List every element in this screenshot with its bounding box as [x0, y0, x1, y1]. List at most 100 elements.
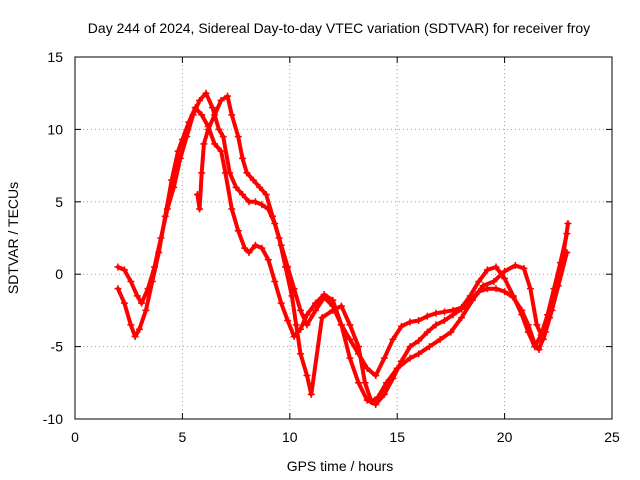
data-points [114, 89, 572, 409]
data-point [144, 285, 152, 293]
x-tick-label: 0 [71, 429, 79, 445]
data-point [440, 308, 448, 316]
data-point [372, 372, 380, 380]
data-point [363, 364, 371, 372]
data-point [135, 325, 143, 333]
gridlines [75, 57, 612, 419]
data-point [163, 205, 171, 213]
data-point [447, 328, 455, 336]
data-point [258, 201, 266, 209]
data-point [436, 335, 444, 343]
data-point [211, 111, 219, 119]
data-point [490, 277, 498, 285]
x-axis-label: GPS time / hours [287, 458, 394, 474]
data-point [337, 321, 345, 329]
data-point [492, 285, 500, 293]
data-point [183, 133, 191, 141]
series-track-b [114, 89, 571, 380]
data-point [262, 191, 270, 199]
data-point [275, 234, 283, 242]
data-point [269, 212, 277, 220]
data-point [511, 262, 519, 270]
x-tick-label: 15 [389, 429, 405, 445]
data-point [307, 390, 315, 398]
data-point [415, 317, 423, 325]
x-tick-label: 20 [497, 429, 513, 445]
data-point [389, 335, 397, 343]
data-point [271, 277, 279, 285]
data-point [423, 312, 431, 320]
data-point [372, 401, 380, 409]
data-point [518, 311, 526, 319]
x-tick-label: 5 [179, 429, 187, 445]
data-point [251, 198, 259, 206]
data-point [524, 328, 532, 336]
plot-area-frame [74, 56, 613, 420]
data-point [232, 183, 240, 191]
data-point [559, 256, 567, 264]
data-point [337, 302, 345, 310]
data-point [193, 191, 201, 199]
data-point [297, 350, 305, 358]
data-point [355, 379, 363, 387]
data-point [564, 220, 572, 228]
data-point [249, 176, 257, 184]
data-point [219, 133, 227, 141]
data-point [406, 354, 414, 362]
data-point [475, 277, 483, 285]
series-trace [195, 94, 570, 404]
data-point [224, 92, 232, 100]
data-point [380, 390, 388, 398]
data-point [217, 147, 225, 155]
data-point [196, 205, 204, 213]
data-point [127, 277, 135, 285]
data-point [539, 335, 547, 343]
data-point [492, 263, 500, 271]
data-point [312, 306, 320, 314]
data-point [346, 321, 354, 329]
y-tick-label: -5 [51, 339, 64, 355]
data-point [406, 318, 414, 326]
x-tick-label: 10 [282, 429, 298, 445]
data-point [432, 321, 440, 329]
data-point [142, 306, 150, 314]
data-point [312, 299, 320, 307]
data-point [204, 125, 212, 133]
data-point [131, 332, 139, 340]
data-point [284, 317, 292, 325]
data-point [303, 372, 311, 380]
y-tick-label: 0 [55, 266, 63, 282]
data-point [226, 169, 234, 177]
data-point [256, 183, 264, 191]
data-point [292, 321, 300, 329]
data-point [415, 350, 423, 358]
data-point [546, 314, 554, 322]
data-point [458, 314, 466, 322]
data-point [318, 314, 326, 322]
data-point [329, 306, 337, 314]
data-point [277, 299, 285, 307]
data-point [211, 140, 219, 148]
data-point [138, 299, 146, 307]
data-point [114, 285, 122, 293]
data-point [176, 154, 184, 162]
data-point [520, 264, 528, 272]
data-point [208, 104, 216, 112]
data-point [228, 111, 236, 119]
data-point [533, 321, 541, 329]
data-point [501, 267, 509, 275]
data-point [217, 96, 225, 104]
data-point [367, 398, 375, 406]
x-tick-label: 25 [604, 429, 620, 445]
data-point [198, 169, 206, 177]
data-point [264, 256, 272, 264]
data-point [355, 343, 363, 351]
data-point [406, 343, 414, 351]
data-point [501, 275, 509, 283]
data-point [120, 266, 128, 274]
data-point [432, 309, 440, 317]
data-point [531, 343, 539, 351]
data-point [215, 125, 223, 133]
axis-ticks: 0 5 10 15 20 25 -10 -5 0 5 10 15 [43, 49, 620, 445]
